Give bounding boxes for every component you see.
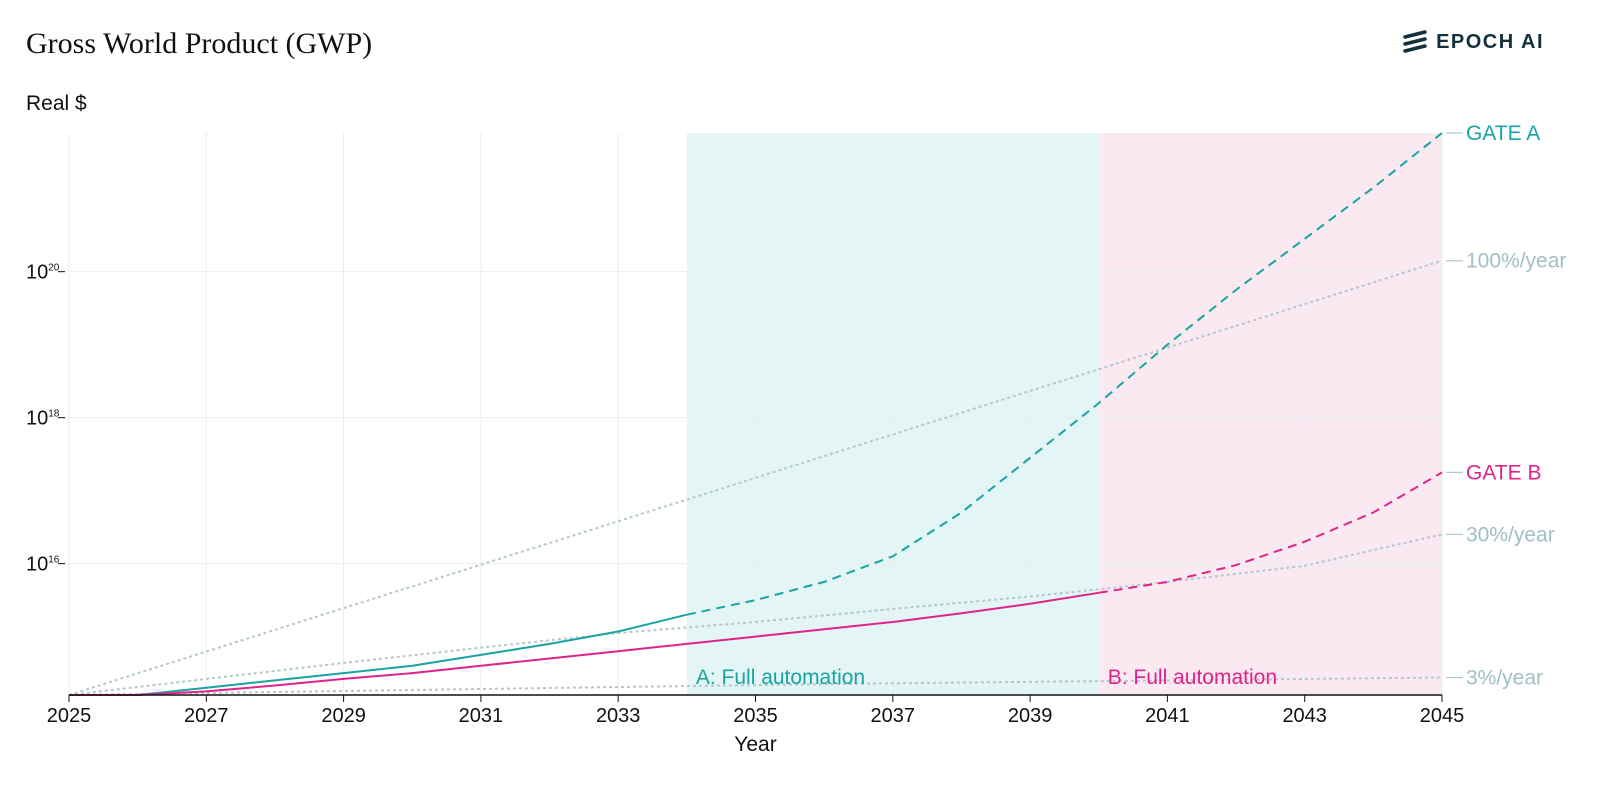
brand-name: EPOCH AI xyxy=(1436,30,1544,53)
x-tick-label: 2033 xyxy=(596,705,641,727)
x-tick-label: 2025 xyxy=(47,705,92,727)
end-label: GATE B xyxy=(1466,461,1541,484)
x-tick-label: 2037 xyxy=(871,705,916,727)
x-tick-label: 2045 xyxy=(1420,705,1465,727)
region-label-b: B: Full automation xyxy=(1108,666,1277,689)
reference-line-100year xyxy=(68,259,1443,696)
y-tick-label: 1018 xyxy=(26,408,60,430)
y-tick-label: 1016 xyxy=(26,554,60,576)
end-label: GATE A xyxy=(1466,122,1540,145)
gate-b-dashed-line xyxy=(1098,471,1443,594)
region-label-a: A: Full automation xyxy=(696,666,865,689)
epoch-logo-icon xyxy=(1403,30,1427,53)
x-tick-label: 2039 xyxy=(1008,705,1053,727)
x-tick-label: 2035 xyxy=(733,705,778,727)
x-axis-title: Year xyxy=(734,733,776,756)
x-tick-label: 2029 xyxy=(321,705,366,727)
gate-a-solid-line xyxy=(69,613,688,696)
y-axis-unit-label: Real $ xyxy=(26,92,87,115)
x-tick-label: 2041 xyxy=(1145,705,1190,727)
end-label: 30%/year xyxy=(1466,523,1555,546)
end-label: 3%/year xyxy=(1466,666,1543,689)
gate-a-dashed-line xyxy=(686,132,1443,616)
x-tick-label: 2031 xyxy=(459,705,504,727)
gate-b-solid-line xyxy=(69,591,1099,696)
y-tick-label: 1020 xyxy=(26,262,60,284)
x-tick-label: 2027 xyxy=(184,705,229,727)
x-tick-label: 2043 xyxy=(1282,705,1327,727)
reference-line-3year xyxy=(68,676,1443,696)
end-label: 100%/year xyxy=(1466,250,1566,273)
automation-region-b xyxy=(1098,133,1442,695)
chart-title: Gross World Product (GWP) xyxy=(26,27,373,60)
brand-logo: EPOCH AI xyxy=(1402,30,1544,54)
